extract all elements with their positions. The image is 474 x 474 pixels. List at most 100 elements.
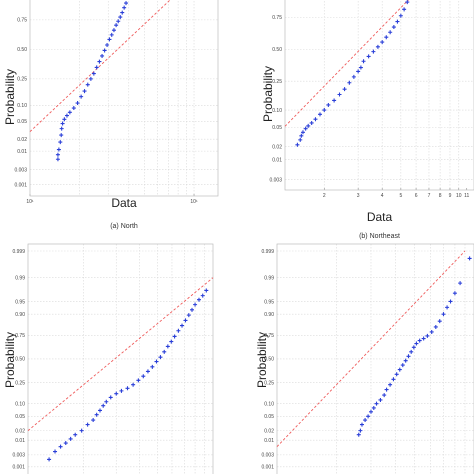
- data-point: [303, 126, 308, 131]
- data-point: [75, 101, 80, 106]
- y-tick-label: 0.001: [261, 465, 274, 471]
- data-point: [429, 329, 434, 334]
- data-point: [378, 397, 383, 402]
- data-point: [306, 123, 311, 128]
- data-point: [400, 363, 405, 368]
- data-point: [313, 117, 318, 122]
- data-point: [347, 80, 352, 85]
- panel-north: 0.001 0.003 0.01 0.02 0.05 0.10 0.25 0.50 0.75 10…: [3, 0, 219, 230]
- data-point: [411, 345, 416, 350]
- panel-northeast: 0.003 0.01 0.02 0.05 0.10 0.25 0.50 0.75 2 3 4 5 6 7 8…: [261, 0, 474, 240]
- y-axis-label: Probability: [261, 66, 275, 122]
- y-tick-label: 0.10: [264, 401, 274, 407]
- data-point: [82, 89, 87, 94]
- data-point: [158, 355, 163, 360]
- data-point: [395, 19, 400, 24]
- x-tick-label: 2: [323, 193, 326, 199]
- data-point: [141, 374, 146, 379]
- data-point: [56, 147, 61, 152]
- data-point: [85, 82, 90, 87]
- panel-caption: (a) North: [110, 223, 138, 230]
- x-tick-label: 3: [357, 193, 360, 199]
- y-tick-label: 0.75: [17, 18, 27, 24]
- plot-frame: [284, 0, 474, 191]
- y-tick-label: 0.95: [264, 299, 274, 305]
- y-tick-label: 0.10: [272, 108, 282, 114]
- data-point: [125, 386, 130, 391]
- x-tick-label: 10: [456, 193, 462, 199]
- data-point: [406, 354, 411, 359]
- data-point: [445, 305, 450, 310]
- data-point: [342, 87, 347, 92]
- data-point: [375, 44, 380, 49]
- y-tick-label: 0.90: [264, 312, 274, 318]
- data-point: [154, 359, 159, 364]
- x-tick-label: 11: [464, 193, 469, 199]
- y-tick-label: 0.99: [15, 275, 25, 281]
- data-point: [59, 133, 64, 138]
- data-point: [64, 113, 69, 118]
- data-point: [358, 428, 363, 433]
- data-point: [94, 65, 99, 70]
- data-point: [366, 54, 371, 59]
- data-point: [105, 42, 110, 47]
- data-point: [371, 49, 376, 54]
- y-tick-label: 0.05: [272, 125, 282, 131]
- data-point: [458, 281, 463, 286]
- data-point: [193, 302, 198, 307]
- data-point: [111, 28, 116, 33]
- data-point: [102, 48, 107, 53]
- data-point: [118, 15, 123, 20]
- data-point: [122, 5, 127, 10]
- y-tick-label: 0.50: [264, 357, 274, 363]
- data-point: [88, 76, 93, 81]
- data-point: [405, 0, 410, 5]
- x-tick-label: 7: [428, 193, 431, 199]
- data-point: [109, 32, 114, 37]
- reference-fit-line: [27, 277, 214, 431]
- reference-fit-line: [284, 0, 409, 127]
- y-tick-label: 0.25: [272, 79, 282, 85]
- data-point: [332, 98, 337, 103]
- data-point: [58, 444, 63, 449]
- y-tick-label: 0.02: [17, 137, 27, 143]
- data-point: [322, 108, 327, 113]
- data-point: [190, 307, 195, 312]
- y-tick-label: 0.10: [15, 401, 25, 407]
- data-point: [403, 358, 408, 363]
- data-point: [351, 74, 356, 79]
- data-point: [359, 422, 364, 427]
- data-point: [136, 378, 141, 383]
- y-tick-label: 0.75: [15, 333, 25, 339]
- y-tick-label: 0.003: [14, 167, 27, 173]
- data-point: [382, 393, 387, 398]
- y-tick-label: 0.003: [261, 453, 274, 459]
- data-point: [295, 142, 300, 147]
- data-point: [63, 441, 68, 446]
- data-point: [384, 35, 389, 40]
- data-point: [437, 319, 442, 324]
- data-point: [165, 344, 170, 349]
- data-point: [363, 418, 368, 423]
- y-axis-label: Probability: [3, 332, 17, 388]
- data-point: [298, 137, 303, 142]
- data-point: [374, 401, 379, 406]
- data-point: [433, 324, 438, 329]
- reference-fit-line: [276, 250, 466, 447]
- data-point: [131, 382, 136, 387]
- data-point: [388, 30, 393, 35]
- x-tick-label: 10¹: [26, 199, 34, 205]
- data-point: [119, 388, 124, 393]
- data-point: [409, 349, 414, 354]
- data-point: [361, 59, 366, 64]
- data-point: [108, 395, 113, 400]
- y-tick-label: 0.02: [272, 144, 282, 150]
- data-point: [380, 40, 385, 45]
- y-tick-label: 0.05: [15, 414, 25, 420]
- data-point: [467, 256, 472, 261]
- y-tick-label: 0.01: [272, 157, 282, 163]
- data-point: [94, 412, 99, 417]
- data-point: [300, 130, 305, 135]
- data-point: [204, 288, 209, 293]
